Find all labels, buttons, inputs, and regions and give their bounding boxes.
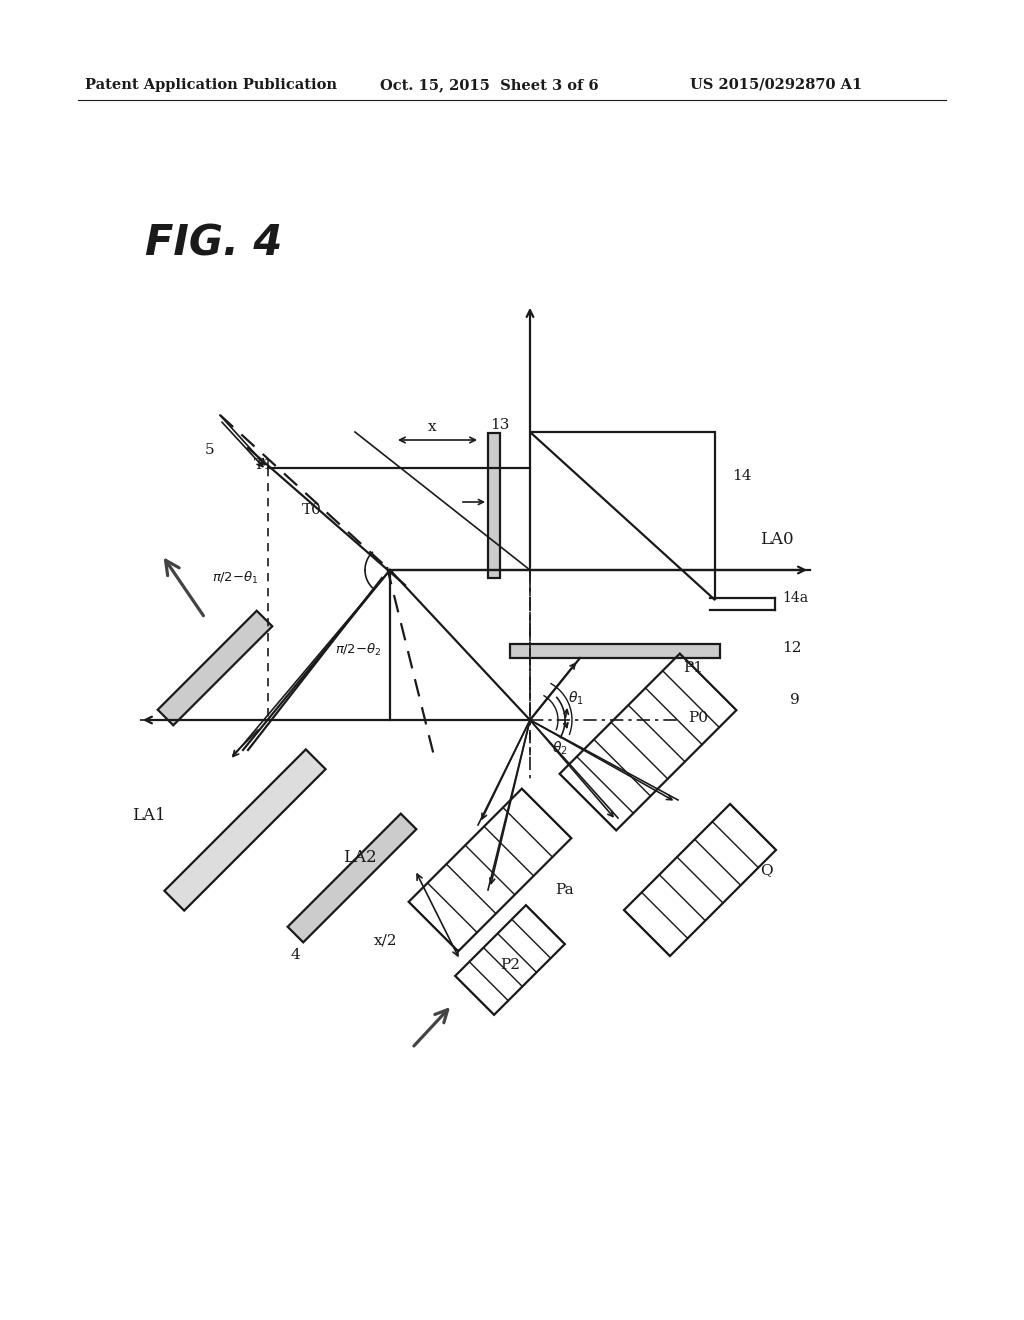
Text: LA2: LA2 [343,850,377,866]
Text: x: x [428,420,436,434]
Polygon shape [288,813,417,942]
Text: Q: Q [760,863,773,876]
Text: 14: 14 [732,469,752,483]
Bar [488,433,500,578]
Text: Patent Application Publication: Patent Application Publication [85,78,337,92]
Polygon shape [158,611,272,725]
Text: 9: 9 [790,693,800,708]
Text: $\theta_2$: $\theta_2$ [552,739,567,756]
Polygon shape [165,750,326,911]
Text: 12: 12 [782,642,802,655]
Text: 5: 5 [205,444,215,457]
Text: $\theta_1$: $\theta_1$ [568,689,584,706]
Text: 14a: 14a [782,591,808,605]
Text: FIG. 4: FIG. 4 [145,222,283,264]
Text: $\pi/2{-}\theta_1$: $\pi/2{-}\theta_1$ [212,570,259,586]
Text: 4: 4 [290,948,300,962]
Text: LA0: LA0 [760,532,794,549]
Text: Pa: Pa [555,883,573,898]
Text: x/2: x/2 [374,933,397,946]
Text: T0: T0 [302,503,322,517]
Text: P1: P1 [683,661,703,675]
Text: P0: P0 [688,711,708,725]
Text: US 2015/0292870 A1: US 2015/0292870 A1 [690,78,862,92]
Text: P2: P2 [500,958,520,972]
Text: $\pi/2{-}\theta_2$: $\pi/2{-}\theta_2$ [335,642,382,659]
Bar [510,644,720,657]
Text: 13: 13 [490,418,509,432]
Text: LA1: LA1 [132,807,166,824]
Text: Oct. 15, 2015  Sheet 3 of 6: Oct. 15, 2015 Sheet 3 of 6 [380,78,599,92]
Text: T1: T1 [254,458,273,473]
